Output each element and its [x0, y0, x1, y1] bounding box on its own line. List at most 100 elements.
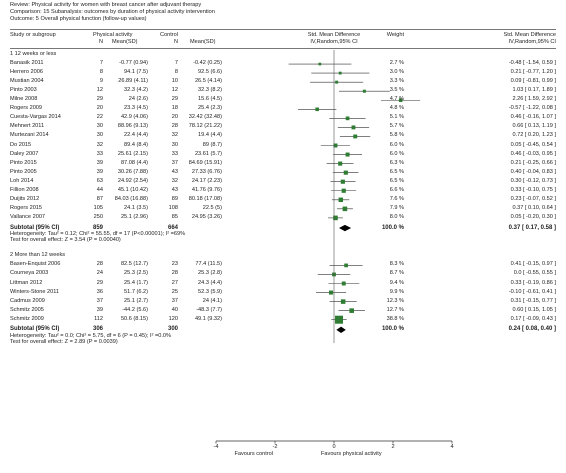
- study-ci: 0.05 [ -0.20, 0.30 ]: [510, 213, 556, 220]
- study-ci: 0.21 [ -0.25, 0.66 ]: [510, 159, 556, 166]
- control-n: 30: [171, 141, 178, 148]
- subtotal-control-n: 300: [167, 326, 178, 333]
- pa-n: 24: [96, 270, 103, 277]
- pa-mean-sd: 25.61 (2.15): [117, 150, 148, 157]
- control-mean-sd: 80.18 (17.08): [188, 195, 222, 202]
- study-marker: [349, 308, 354, 313]
- study-name: Do 2015: [10, 141, 32, 148]
- control-mean-sd: 32.42 (32.48): [188, 114, 222, 121]
- study-ci: -0.57 [ -1.22, 0.08 ]: [508, 105, 556, 112]
- pa-n: 37: [96, 297, 103, 304]
- control-n: 25: [171, 288, 178, 295]
- study-ci: 0.41 [ -0.15, 0.97 ]: [510, 261, 556, 268]
- pa-n: 22: [96, 114, 103, 121]
- overall-effect-text: Test for overall effect: Z = 3.54 (P = 0…: [10, 237, 121, 244]
- study-weight: 4.8 %: [389, 105, 404, 112]
- overall-effect-text: Test for overall effect: Z = 2.89 (P = 0…: [10, 339, 118, 346]
- pa-n: 7: [99, 60, 103, 67]
- control-mean-sd: 49.1 (9.32): [194, 315, 222, 322]
- pa-mean-sd: 32.3 (4.2): [124, 87, 148, 94]
- study-name: Banasik 2011: [10, 60, 44, 67]
- study-name: Mustian 2004: [10, 78, 44, 85]
- pa-n: 30: [96, 123, 103, 130]
- pa-n: 87: [96, 195, 103, 202]
- study-weight: 3.5 %: [389, 87, 404, 94]
- control-mean-sd: 23.61 (5.7): [194, 150, 222, 157]
- study-weight: 8.3 %: [389, 261, 404, 268]
- pa-n: 12: [96, 87, 103, 94]
- subgroup-title: 1 12 weeks or less: [10, 51, 57, 57]
- control-n: 32: [171, 132, 178, 139]
- pa-mean-sd: 50.6 (8.15): [120, 315, 148, 322]
- control-mean-sd: 25.4 (2.3): [198, 105, 222, 112]
- study-weight: 3.3 %: [389, 78, 404, 85]
- pa-n: 39: [96, 159, 103, 166]
- study-marker: [338, 161, 343, 166]
- pa-n: 105: [93, 204, 103, 211]
- study-name: Duijits 2012: [10, 195, 40, 202]
- study-name: Daley 2007: [10, 150, 39, 157]
- study-name: Littman 2012: [10, 279, 43, 286]
- control-n: 12: [171, 87, 178, 94]
- study-marker: [345, 116, 350, 121]
- pa-mean-sd: 26.89 (4.11): [118, 78, 148, 85]
- subtotal-weight: 100.0 %: [381, 224, 404, 231]
- study-ci: 0.30 [ -0.12, 0.73 ]: [510, 177, 556, 184]
- pa-n: 112: [94, 315, 103, 322]
- control-mean-sd: 24.95 (3.26): [191, 213, 222, 220]
- study-weight: 6.5 %: [389, 168, 404, 175]
- subgroup-title: 2 More than 12 weeks: [10, 252, 66, 259]
- study-name: Rogers 2009: [10, 105, 43, 112]
- study-name: Schmitz 2005: [10, 306, 44, 313]
- control-n: 10: [171, 78, 178, 85]
- study-ci: -0.10 [ -0.61, 0.41 ]: [508, 288, 556, 295]
- header-c-msd: Mean(SD): [190, 39, 216, 45]
- control-n: 43: [171, 168, 178, 175]
- study-weight: 12.3 %: [386, 297, 404, 304]
- study-marker: [338, 197, 344, 203]
- subtotal-control-n: 664: [167, 224, 178, 231]
- header-smd-right: Std. Mean Difference: [503, 32, 556, 38]
- pa-mean-sd: 94.1 (7.5): [124, 69, 148, 76]
- study-weight: 9.9 %: [389, 288, 404, 295]
- study-name: Vallance 2007: [10, 213, 46, 220]
- study-name: Courneya 2003: [10, 270, 49, 277]
- study-ci: 0.21 [ -0.77, 1.20 ]: [510, 69, 556, 76]
- study-marker: [353, 134, 358, 139]
- control-mean-sd: 22.5 (5): [202, 204, 222, 211]
- study-ci: 0.72 [ 0.20, 1.23 ]: [512, 132, 556, 139]
- control-mean-sd: 41.76 (9.76): [191, 186, 222, 193]
- pa-n: 63: [96, 177, 103, 184]
- outcome-title: Outcome: 5 Overall physical function (fo…: [10, 16, 147, 22]
- study-ci: 0.46 [ -0.16, 1.07 ]: [510, 114, 556, 121]
- control-mean-sd: 84.69 (15.91): [188, 159, 222, 166]
- study-marker: [362, 89, 366, 93]
- study-weight: 6.5 %: [389, 177, 404, 184]
- control-mean-sd: 32.3 (8.2): [198, 87, 222, 94]
- study-name: Pinto 2005: [10, 168, 37, 175]
- study-marker: [333, 215, 338, 221]
- x-axis-tick-label: -4: [213, 444, 219, 450]
- study-ci: 0.33 [ -0.10, 0.75 ]: [510, 186, 556, 193]
- header-smd-plot: Std. Mean Difference: [307, 32, 361, 38]
- pa-n: 32: [96, 141, 103, 148]
- x-axis-tick-label: 0: [332, 444, 336, 450]
- control-mean-sd: 89 (8.7): [202, 141, 222, 148]
- study-marker: [340, 179, 345, 184]
- study-weight: 12.7 %: [386, 306, 404, 313]
- control-mean-sd: 26.5 (4.14): [194, 78, 222, 85]
- pa-n: 44: [96, 186, 103, 193]
- study-marker: [345, 152, 350, 157]
- pa-mean-sd: 24 (2.6): [128, 96, 148, 103]
- study-marker: [342, 206, 348, 212]
- control-mean-sd: 24 (4.1): [202, 297, 222, 304]
- study-name: Herrero 2006: [10, 69, 43, 76]
- comparison-title: Comparison: 15 Subanalysis: outcomes by …: [10, 9, 215, 15]
- pa-mean-sd: 87.08 (4.4): [120, 159, 148, 166]
- pa-n: 9: [99, 78, 103, 85]
- header-c-n: N: [173, 39, 178, 45]
- control-mean-sd: 25.3 (2.8): [198, 270, 222, 277]
- pa-mean-sd: 25.3 (2.5): [124, 270, 148, 277]
- pa-n: 30: [96, 132, 103, 139]
